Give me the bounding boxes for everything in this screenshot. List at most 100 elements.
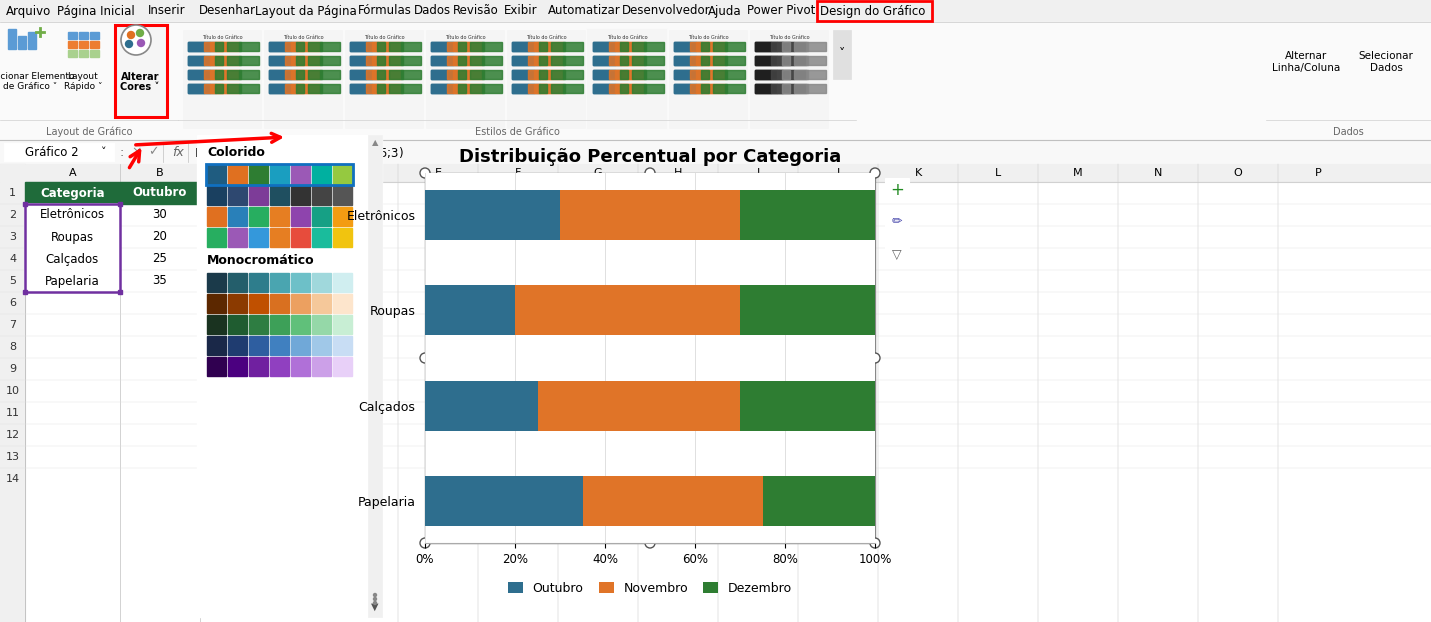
Bar — [806, 70, 826, 79]
Bar — [713, 56, 727, 65]
Bar — [366, 42, 376, 51]
Bar — [781, 56, 790, 65]
Bar — [539, 56, 547, 65]
Bar — [269, 84, 290, 93]
Bar — [210, 84, 228, 93]
Bar — [228, 336, 248, 355]
Bar — [197, 135, 382, 617]
Bar — [592, 84, 621, 93]
Text: 12: 12 — [6, 430, 20, 440]
Bar — [23, 290, 27, 294]
Bar — [756, 70, 783, 79]
Text: 20: 20 — [153, 231, 167, 243]
Bar — [425, 173, 874, 543]
Bar — [763, 476, 874, 526]
Bar — [389, 84, 404, 93]
Bar — [333, 207, 352, 226]
Bar — [674, 42, 695, 51]
Text: G: G — [594, 168, 602, 178]
Bar — [621, 42, 644, 51]
Bar — [674, 70, 695, 79]
Bar — [298, 70, 321, 79]
Bar — [610, 56, 620, 65]
Bar — [539, 56, 562, 65]
Bar — [528, 56, 539, 65]
Bar — [633, 84, 645, 93]
Text: ▽: ▽ — [892, 248, 902, 261]
Bar — [515, 285, 740, 335]
Text: Layout de Gráfico: Layout de Gráfico — [46, 127, 132, 137]
Bar — [269, 42, 285, 51]
Bar — [228, 165, 248, 184]
Bar — [425, 476, 582, 526]
Circle shape — [136, 29, 143, 37]
Bar — [431, 56, 446, 65]
Bar — [183, 30, 260, 128]
Bar — [771, 42, 781, 51]
Bar — [777, 42, 794, 51]
Bar — [713, 42, 727, 51]
Bar — [249, 294, 268, 313]
Bar — [333, 165, 352, 184]
Bar — [296, 56, 303, 65]
Bar — [298, 56, 321, 65]
Bar — [0, 22, 1431, 140]
Bar — [285, 42, 296, 51]
Bar — [24, 226, 120, 248]
Bar — [270, 357, 289, 376]
Bar — [562, 84, 582, 93]
Text: 4: 4 — [9, 254, 16, 264]
Circle shape — [857, 327, 866, 335]
Circle shape — [127, 32, 135, 39]
Bar — [249, 228, 268, 247]
Text: O: O — [1234, 168, 1242, 178]
Bar — [401, 84, 421, 93]
Bar — [771, 70, 781, 79]
Bar — [482, 56, 502, 65]
Bar — [345, 30, 424, 128]
Text: Automatizar: Automatizar — [548, 4, 621, 17]
Bar — [376, 42, 385, 51]
Bar — [620, 70, 628, 79]
Bar — [228, 315, 248, 334]
Bar — [592, 70, 615, 79]
Bar — [207, 315, 226, 334]
Bar — [187, 42, 205, 51]
Circle shape — [373, 598, 376, 600]
Bar — [756, 42, 771, 51]
Text: Ajuda: Ajuda — [707, 4, 741, 17]
Bar — [512, 42, 539, 51]
Bar — [312, 273, 331, 292]
Bar — [210, 70, 228, 79]
Bar — [756, 56, 771, 65]
Bar — [806, 56, 826, 65]
Bar — [644, 84, 664, 93]
Bar — [228, 186, 248, 205]
Bar — [610, 84, 620, 93]
Circle shape — [126, 40, 133, 47]
Bar — [0, 164, 24, 622]
Bar — [528, 84, 539, 93]
Bar — [290, 165, 311, 184]
Bar — [368, 135, 382, 617]
Text: M: M — [1073, 168, 1083, 178]
Bar — [308, 70, 322, 79]
Circle shape — [857, 409, 866, 417]
Bar — [239, 56, 259, 65]
Bar — [670, 30, 747, 128]
Bar — [703, 56, 726, 65]
Bar — [117, 290, 122, 294]
Text: Fórmulas: Fórmulas — [358, 4, 412, 17]
Bar — [351, 84, 378, 93]
Bar — [269, 70, 290, 79]
Bar — [454, 56, 469, 65]
Text: 14: 14 — [6, 474, 20, 484]
Bar — [615, 70, 633, 79]
Bar — [588, 30, 665, 128]
Circle shape — [750, 409, 757, 417]
Bar — [446, 56, 458, 65]
Bar — [205, 84, 215, 93]
Text: Eletrônicos: Eletrônicos — [40, 208, 104, 221]
Bar — [633, 56, 645, 65]
Bar — [690, 56, 701, 65]
